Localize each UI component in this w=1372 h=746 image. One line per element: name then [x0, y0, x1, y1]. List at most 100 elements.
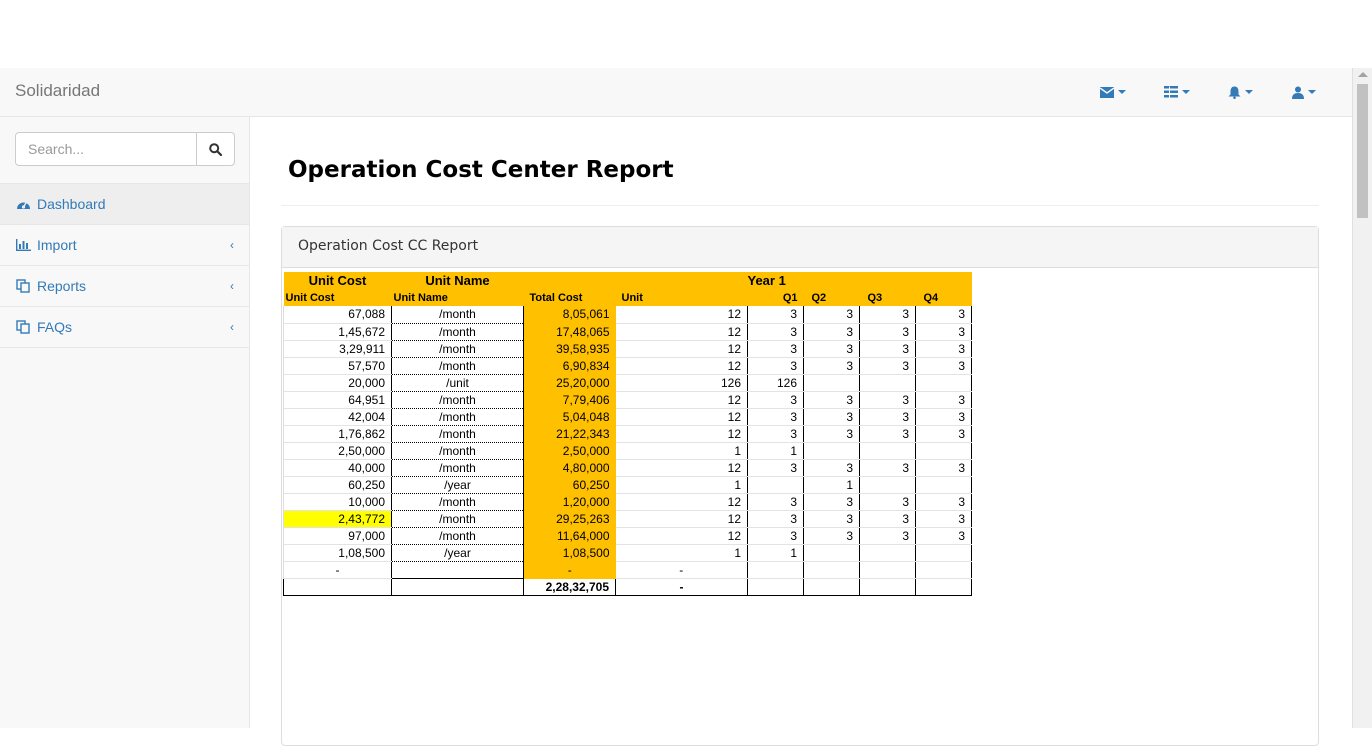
q2-cell: 3 [803, 391, 860, 409]
total-cost-cell: 5,04,048 [523, 408, 616, 426]
q4-cell: 3 [915, 493, 972, 511]
unit-name-cell: /month [391, 408, 524, 426]
top-blank-area [0, 0, 1372, 68]
q1-cell: 1 [747, 442, 804, 460]
sidebar-item-faqs[interactable]: FAQs ‹ [0, 307, 249, 348]
search-icon [209, 142, 222, 156]
q3-cell: 3 [859, 391, 916, 409]
user-dropdown[interactable] [1292, 82, 1316, 102]
total-cost-cell: 4,80,000 [523, 459, 616, 477]
table-row: 1,08,500/year 1,08,500 1 1 [283, 544, 972, 562]
q1-cell: 3 [747, 493, 804, 511]
q1-cell: 3 [747, 425, 804, 443]
header-row-main: Unit Cost Unit Name Year 1 [283, 272, 972, 289]
caret-down-icon [1182, 90, 1190, 94]
page-scrollbar[interactable] [1352, 68, 1372, 728]
alerts-dropdown[interactable] [1228, 82, 1253, 102]
total-cost-cell: 1,08,500 [523, 544, 616, 562]
page-title: Operation Cost Center Report [288, 157, 674, 183]
header-row-sub: Unit Cost Unit Name Total Cost Unit Q1 Q… [283, 289, 972, 306]
q3-cell: 3 [859, 510, 916, 528]
unit-name-cell: /month [391, 510, 524, 528]
q2-cell [803, 544, 860, 562]
q1-cell: 3 [747, 306, 804, 324]
messages-dropdown[interactable] [1100, 82, 1126, 102]
tasks-dropdown[interactable] [1164, 82, 1190, 102]
unit-cost-cell: 57,570 [283, 357, 392, 375]
sidebar-item-import[interactable]: Import ‹ [0, 225, 249, 266]
q3-cell [859, 544, 916, 562]
header-q2: Q2 [803, 289, 860, 306]
q1-cell: 3 [747, 459, 804, 477]
q4-cell: 3 [915, 323, 972, 341]
unit-cost-cell: 97,000 [283, 527, 392, 545]
q3-cell: 3 [859, 306, 916, 324]
header-unit-cost-sub: Unit Cost [283, 289, 392, 306]
q4-cell [915, 561, 972, 579]
sidebar-item-label: FAQs [37, 319, 73, 335]
q1-cell [747, 561, 804, 579]
unit-name-cell: /unit [391, 374, 524, 392]
table-row: 60,250/year 60,250 1 1 [283, 476, 972, 494]
sidebar-item-label: Reports [37, 278, 87, 294]
total-cost-cell: 2,50,000 [523, 442, 616, 460]
unit-cell: 12 [615, 391, 748, 409]
unit-name-cell: /month [391, 357, 524, 375]
scroll-up-arrow-icon[interactable] [1358, 72, 1368, 77]
sidebar-item-reports[interactable]: Reports ‹ [0, 266, 249, 307]
q1-cell: 3 [747, 510, 804, 528]
unit-cell: 1 [615, 544, 748, 562]
table-row: 67,088/month 8,05,061 12 3 3 3 3 [283, 306, 972, 324]
q1-cell: 126 [747, 374, 804, 392]
total-cost-cell: 21,22,343 [523, 425, 616, 443]
total-cost-cell: 1,20,000 [523, 493, 616, 511]
search-input[interactable] [15, 132, 197, 166]
table-row: 40,000/month 4,80,000 12 3 3 3 3 [283, 459, 972, 477]
report-sheet: Unit Cost Unit Name Year 1 Unit Cost Uni… [283, 272, 972, 596]
unit-cell: 12 [615, 510, 748, 528]
q3-cell [859, 476, 916, 494]
unit-cell: 12 [615, 340, 748, 358]
unit-cost-cell: 1,45,672 [283, 323, 392, 341]
sidebar-search [15, 132, 235, 166]
title-divider [281, 205, 1319, 206]
q4-cell: 3 [915, 357, 972, 375]
q4-cell: 3 [915, 340, 972, 358]
header-total-cost: Total Cost [523, 289, 616, 306]
total-unit-value: - [615, 577, 748, 596]
unit-name-cell: /month [391, 391, 524, 409]
unit-name-cell: /month [391, 493, 524, 511]
main-content: Operation Cost Center Report Operation C… [251, 117, 1352, 746]
q3-cell [859, 442, 916, 460]
header-unit-name: Unit Name [391, 272, 524, 289]
q2-cell [803, 442, 860, 460]
search-button[interactable] [197, 132, 235, 166]
q1-cell: 3 [747, 391, 804, 409]
total-cost-cell: 25,20,000 [523, 374, 616, 392]
q2-cell [803, 374, 860, 392]
unit-cost-cell: 40,000 [283, 459, 392, 477]
unit-cell: 12 [615, 527, 748, 545]
unit-cost-cell: - [283, 561, 392, 579]
header-q4: Q4 [915, 289, 972, 306]
brand[interactable]: Solidaridad [15, 81, 101, 100]
unit-name-cell: /month [391, 306, 524, 324]
q1-cell: 3 [747, 357, 804, 375]
total-cost-cell: 7,79,406 [523, 391, 616, 409]
table-row: 10,000/month 1,20,000 12 3 3 3 3 [283, 493, 972, 511]
sidebar-item-dashboard[interactable]: Dashboard [0, 184, 249, 225]
table-row: 3,29,911/month 39,58,935 12 3 3 3 3 [283, 340, 972, 358]
q3-cell: 3 [859, 527, 916, 545]
unit-cell: 12 [615, 323, 748, 341]
unit-cell: 1 [615, 476, 748, 494]
table-row: 42,004/month 5,04,048 12 3 3 3 3 [283, 408, 972, 426]
header-q3: Q3 [859, 289, 916, 306]
scroll-thumb[interactable] [1357, 84, 1368, 218]
total-row: 2,28,32,705 - [283, 577, 972, 596]
bar-chart-icon [16, 238, 32, 252]
sidebar-item-label: Dashboard [37, 196, 106, 212]
table-row: 2,43,772/month 29,25,263 12 3 3 3 3 [283, 510, 972, 528]
unit-name-cell: /month [391, 425, 524, 443]
unit-cell: 12 [615, 459, 748, 477]
q4-cell [915, 476, 972, 494]
